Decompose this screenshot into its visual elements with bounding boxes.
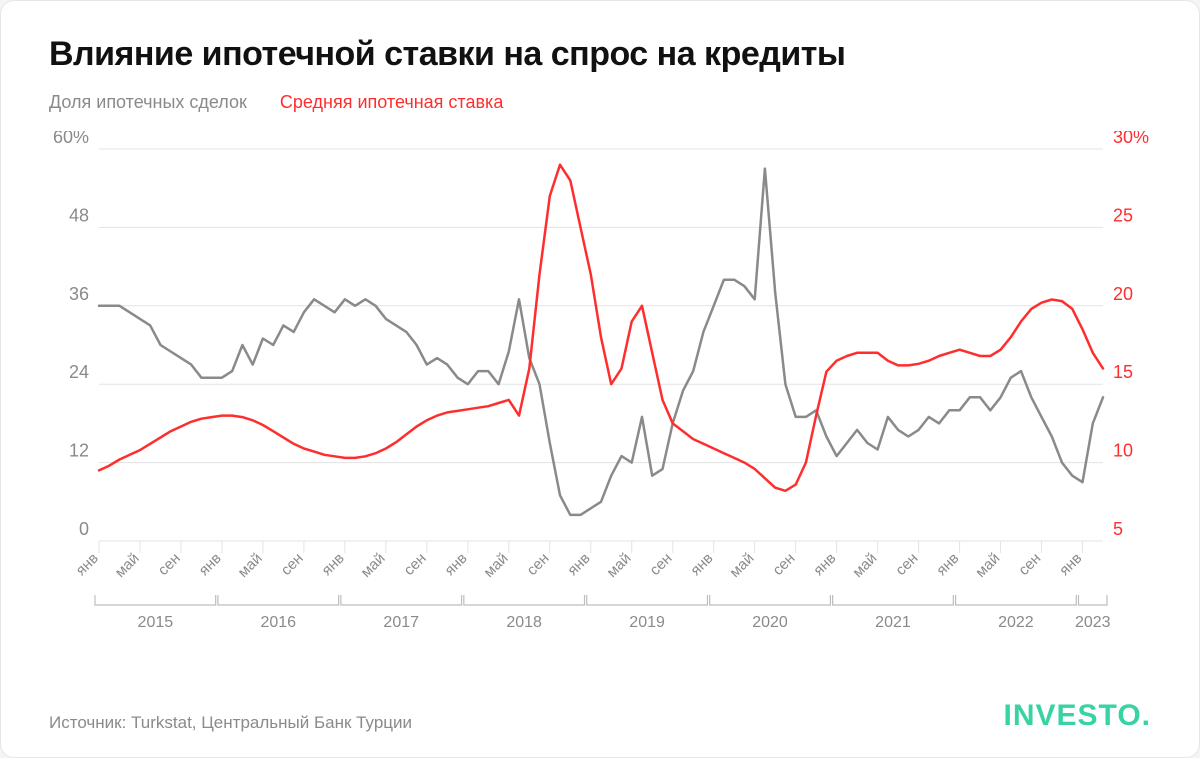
legend: Доля ипотечных сделок Средняя ипотечная …: [49, 92, 1151, 113]
year-label: 2020: [752, 614, 788, 631]
xtick-month: сен: [892, 550, 921, 579]
year-bracket: [95, 595, 216, 605]
year-label: 2017: [383, 614, 419, 631]
year-label: 2016: [260, 614, 296, 631]
xtick-month: янв: [687, 550, 716, 579]
ytick-right: 20: [1113, 284, 1133, 304]
xtick-month: май: [603, 550, 634, 581]
dual-line-chart: 01224364860%51015202530%янвмайсенянвмайс…: [49, 131, 1153, 651]
xtick-month: май: [480, 550, 511, 581]
year-bracket: [341, 595, 462, 605]
xtick-month: сен: [646, 550, 675, 579]
year-label: 2021: [875, 614, 911, 631]
xtick-month: сен: [524, 550, 553, 579]
year-label: 2018: [506, 614, 542, 631]
xtick-month: май: [235, 550, 266, 581]
chart-card: Влияние ипотечной ставки на спрос на кре…: [0, 0, 1200, 758]
ytick-left: 0: [79, 519, 89, 539]
xtick-month: янв: [73, 550, 102, 579]
ytick-left: 36: [69, 284, 89, 304]
xtick-month: май: [849, 550, 880, 581]
source-text: Источник: Turkstat, Центральный Банк Тур…: [49, 713, 412, 733]
xtick-month: сен: [769, 550, 798, 579]
legend-item-1: Доля ипотечных сделок: [49, 92, 247, 112]
ytick-right: 15: [1113, 362, 1133, 382]
xtick-month: янв: [933, 550, 962, 579]
year-bracket: [587, 595, 708, 605]
year-bracket: [218, 595, 339, 605]
ytick-left: 24: [69, 362, 89, 382]
ytick-left: 48: [69, 205, 89, 225]
xtick-month: май: [726, 550, 757, 581]
ytick-right: 25: [1113, 205, 1133, 225]
ytick-right: 30%: [1113, 131, 1149, 147]
xtick-month: май: [358, 550, 389, 581]
xtick-month: янв: [1056, 550, 1085, 579]
year-bracket: [956, 595, 1077, 605]
xtick-month: янв: [564, 550, 593, 579]
xtick-month: май: [972, 550, 1003, 581]
year-bracket: [833, 595, 954, 605]
xtick-month: сен: [1015, 550, 1044, 579]
brand-dot: .: [1142, 699, 1151, 732]
year-label: 2019: [629, 614, 665, 631]
xtick-month: янв: [196, 550, 225, 579]
year-bracket: [1079, 595, 1107, 605]
series-mortgage-rate: [99, 165, 1103, 491]
brand-logo: INVESTO.: [1004, 699, 1152, 733]
year-label: 2015: [138, 614, 174, 631]
xtick-month: янв: [810, 550, 839, 579]
legend-item-2: Средняя ипотечная ставка: [280, 92, 503, 112]
year-label: 2023: [1075, 614, 1111, 631]
brand-text: INVESTO: [1004, 699, 1142, 732]
xtick-month: сен: [401, 550, 430, 579]
xtick-month: янв: [318, 550, 347, 579]
ytick-right: 10: [1113, 441, 1133, 461]
ytick-left: 60%: [53, 131, 89, 147]
xtick-month: сен: [155, 550, 184, 579]
year-bracket: [464, 595, 585, 605]
xtick-month: янв: [441, 550, 470, 579]
chart-area: 01224364860%51015202530%янвмайсенянвмайс…: [49, 131, 1151, 651]
chart-title: Влияние ипотечной ставки на спрос на кре…: [49, 35, 1151, 74]
year-bracket: [710, 595, 831, 605]
ytick-left: 12: [69, 441, 89, 461]
xtick-month: сен: [278, 550, 307, 579]
year-label: 2022: [998, 614, 1034, 631]
xtick-month: май: [112, 550, 143, 581]
ytick-right: 5: [1113, 519, 1123, 539]
